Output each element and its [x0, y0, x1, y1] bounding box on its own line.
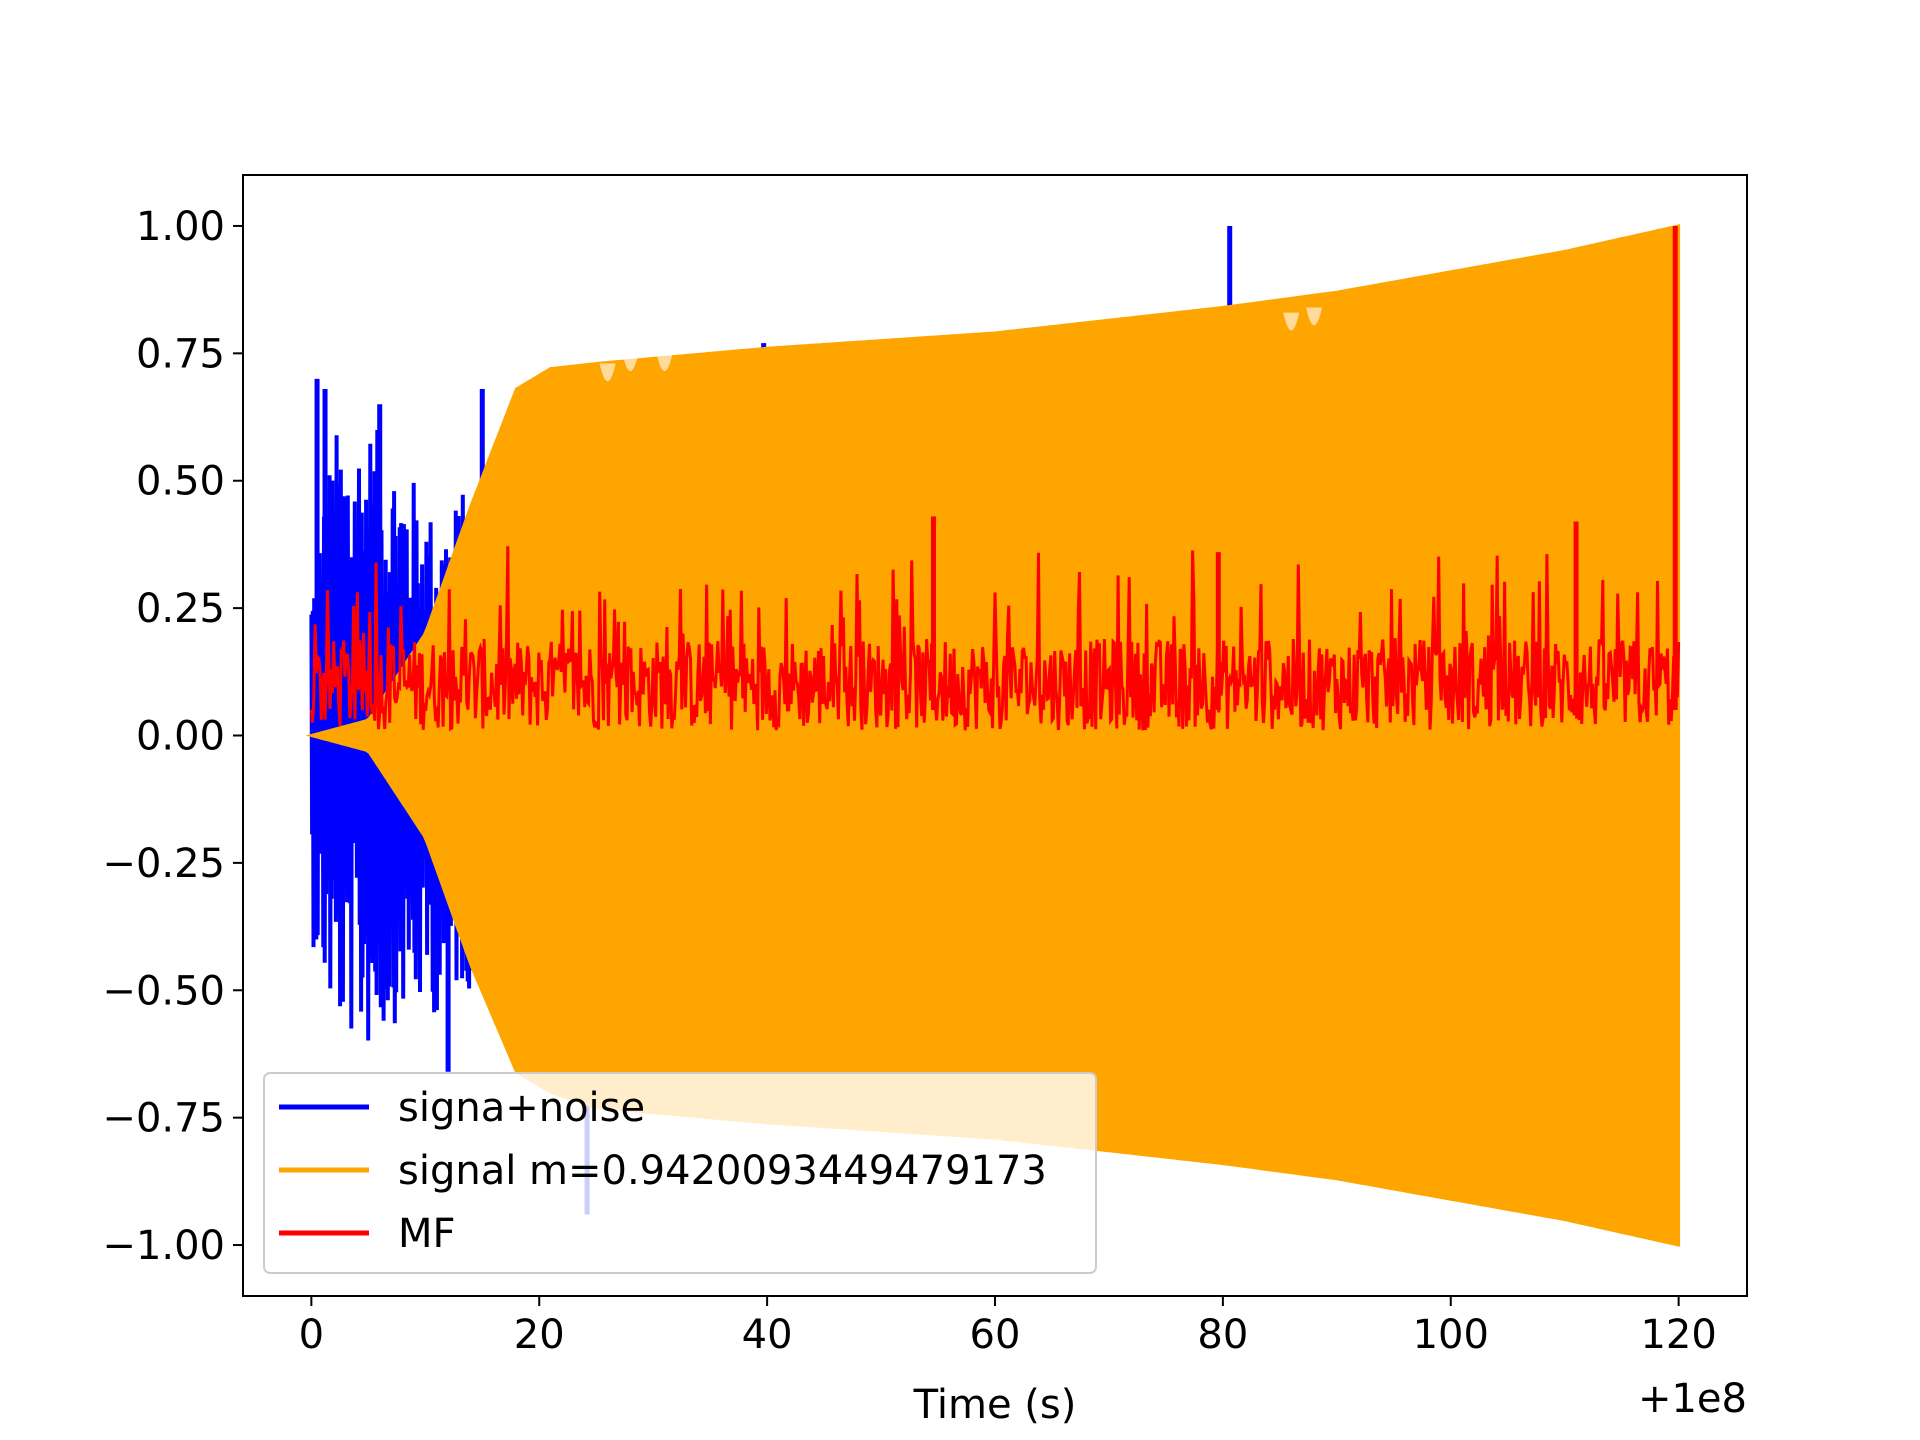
legend-box — [263, 1072, 1097, 1274]
x-axis-offset-label: +1e8 — [1638, 1376, 1747, 1422]
legend: signa+noise signal m=0.9420093449479173 … — [263, 1072, 1097, 1274]
x-tick-label: 100 — [1413, 1312, 1489, 1358]
series-signal-dip — [1306, 307, 1323, 326]
y-tick-label: 0.50 — [136, 459, 225, 505]
legend-label-signal: signal m=0.9420093449479173 — [398, 1148, 1047, 1194]
series-signal-dip — [599, 363, 616, 382]
y-axis: 1.00 0.75 0.50 0.25 0.00 −0.25 −0.50 −0.75 −1.00 — [102, 204, 243, 1269]
x-tick-label: 60 — [970, 1312, 1021, 1358]
y-tick-label: −1.00 — [102, 1223, 225, 1269]
y-tick-label: 0.75 — [136, 331, 225, 377]
legend-label-mf: MF — [398, 1211, 456, 1257]
x-tick-label: 20 — [514, 1312, 565, 1358]
x-tick-label: 0 — [299, 1312, 324, 1358]
x-tick-label: 40 — [742, 1312, 793, 1358]
y-tick-label: 0.00 — [136, 714, 225, 760]
y-tick-label: −0.50 — [102, 968, 225, 1014]
series-mf-line — [309, 546, 1681, 732]
x-tick-label: 80 — [1197, 1312, 1248, 1358]
x-tick-label: 120 — [1640, 1312, 1716, 1358]
x-axis-label: Time (s) — [913, 1382, 1077, 1428]
y-tick-label: 0.25 — [136, 586, 225, 632]
series-signal-dip — [1283, 312, 1300, 331]
series-signal-dip — [622, 353, 639, 372]
y-tick-label: −0.25 — [102, 841, 225, 887]
y-tick-label: −0.75 — [102, 1096, 225, 1142]
y-tick-label: 1.00 — [136, 204, 225, 250]
x-axis: 0 20 40 60 80 100 120 — [299, 1296, 1717, 1358]
legend-label-signa-noise: signa+noise — [398, 1085, 645, 1131]
series-signal-dip — [656, 353, 673, 372]
